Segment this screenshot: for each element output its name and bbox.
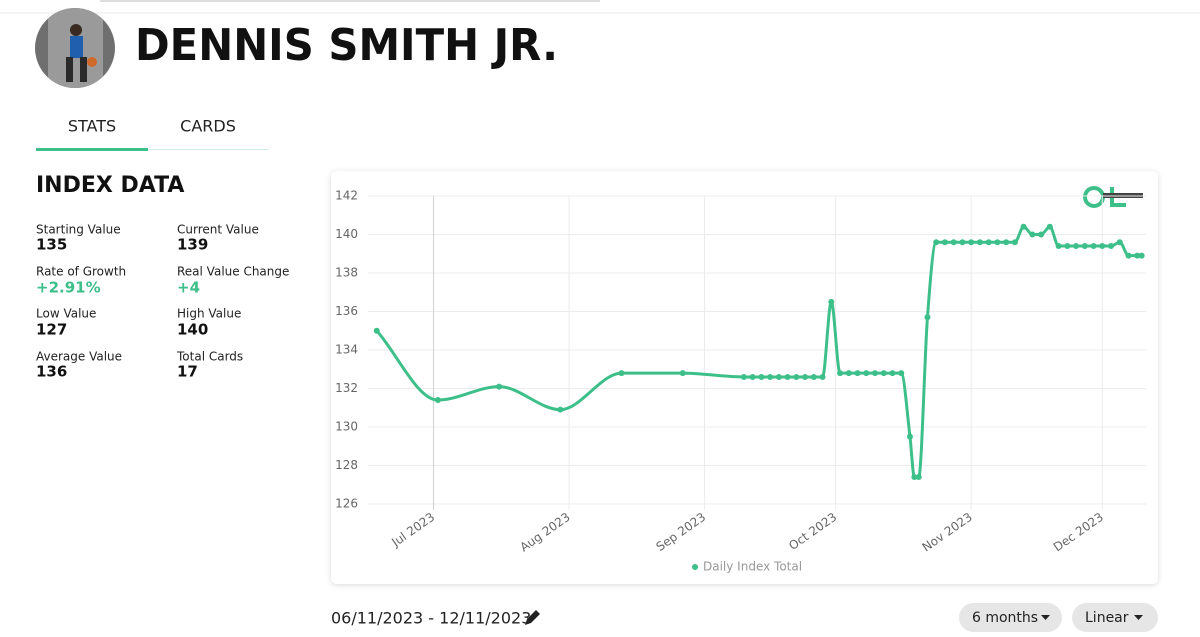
- data-point: [1099, 243, 1106, 250]
- data-point: [434, 397, 441, 404]
- y-tick-label: 134: [335, 343, 358, 357]
- dropdown-caret: [1041, 615, 1050, 620]
- edit-icon[interactable]: [525, 610, 540, 625]
- data-point: [1081, 243, 1088, 250]
- data-point: [906, 433, 913, 440]
- data-point: [911, 474, 918, 481]
- data-point: [985, 239, 992, 246]
- data-point: [557, 406, 564, 413]
- y-tick-label: 140: [335, 227, 358, 241]
- stat-label: Total Cards: [176, 350, 243, 364]
- active-tab-underline: [36, 148, 148, 151]
- stat-label: Real Value Change: [177, 265, 289, 279]
- tab[interactable]: STATS: [68, 117, 116, 136]
- data-point: [802, 373, 809, 380]
- data-point: [863, 370, 870, 377]
- y-tick-label: 126: [335, 497, 358, 511]
- data-point: [373, 327, 380, 334]
- data-point: [898, 370, 905, 377]
- data-point: [880, 370, 887, 377]
- stat-label: Starting Value: [36, 223, 121, 237]
- legend-label: Daily Index Total: [703, 560, 802, 574]
- data-point: [854, 370, 861, 377]
- stat-value: 139: [177, 236, 208, 254]
- data-point: [968, 239, 975, 246]
- data-point: [1125, 252, 1132, 259]
- data-point: [1029, 231, 1036, 238]
- y-tick-label: 142: [335, 189, 358, 203]
- data-point: [1090, 243, 1097, 250]
- scale-dropdown[interactable]: [1072, 603, 1158, 632]
- data-point: [758, 373, 765, 380]
- data-point: [1064, 243, 1071, 250]
- y-tick-label: 138: [335, 266, 358, 280]
- stat-value: 136: [36, 363, 67, 381]
- data-point: [976, 239, 983, 246]
- data-point: [618, 370, 625, 377]
- stat-value: 135: [36, 236, 67, 254]
- data-point: [1011, 239, 1018, 246]
- stat-value: +2.91%: [36, 279, 101, 297]
- data-point: [1108, 243, 1115, 250]
- stat-value: 17: [177, 363, 198, 381]
- stat-label: High Value: [177, 307, 241, 321]
- data-point: [1073, 243, 1080, 250]
- data-point: [749, 373, 756, 380]
- data-point: [1138, 252, 1145, 259]
- stat-label: Low Value: [36, 307, 96, 321]
- stat-value: 140: [177, 321, 208, 339]
- tab-underline: [148, 149, 268, 150]
- data-point: [810, 373, 817, 380]
- data-point: [994, 239, 1001, 246]
- data-point: [775, 373, 782, 380]
- stat-value: 127: [36, 321, 67, 339]
- data-point: [819, 373, 826, 380]
- section-title: INDEX DATA: [36, 173, 184, 198]
- y-tick-label: 136: [335, 304, 358, 318]
- data-point: [872, 370, 879, 377]
- data-point: [784, 373, 791, 380]
- period-value: 6 months: [972, 610, 1038, 626]
- data-point: [1003, 239, 1010, 246]
- data-point: [845, 370, 852, 377]
- stat-label: Current Value: [177, 223, 259, 237]
- data-point: [959, 239, 966, 246]
- avatar: [35, 8, 115, 88]
- y-tick-label: 132: [335, 381, 358, 395]
- data-point: [1038, 231, 1045, 238]
- stats: Starting Value 135 Current Value 139 Rat…: [36, 223, 289, 381]
- data-point: [889, 370, 896, 377]
- data-point: [828, 298, 835, 305]
- date-range: 06/11/2023 - 12/11/2023: [331, 609, 531, 628]
- data-point: [950, 239, 957, 246]
- data-point: [1134, 252, 1141, 259]
- data-point: [933, 239, 940, 246]
- y-tick-label: 128: [335, 458, 358, 472]
- data-point: [740, 373, 747, 380]
- tab[interactable]: CARDS: [180, 117, 236, 136]
- y-tick-label: 130: [335, 420, 358, 434]
- data-point: [837, 370, 844, 377]
- legend-marker: [692, 564, 698, 570]
- period-dropdown[interactable]: [959, 603, 1062, 632]
- scale-value: Linear: [1085, 610, 1129, 626]
- data-point: [767, 373, 774, 380]
- data-point: [1046, 223, 1053, 230]
- stat-label: Average Value: [36, 350, 122, 364]
- stat-label: Rate of Growth: [36, 265, 126, 279]
- stat-value: +4: [177, 279, 200, 297]
- data-point: [793, 373, 800, 380]
- dropdown-caret: [1134, 615, 1143, 620]
- data-point: [924, 314, 931, 321]
- data-point: [679, 370, 686, 377]
- data-point: [941, 239, 948, 246]
- data-point: [915, 474, 922, 481]
- player-name: DENNIS SMITH JR.: [135, 20, 558, 71]
- data-point: [1055, 243, 1062, 250]
- data-point: [496, 383, 503, 390]
- data-point: [1116, 239, 1123, 246]
- data-point: [1020, 223, 1027, 230]
